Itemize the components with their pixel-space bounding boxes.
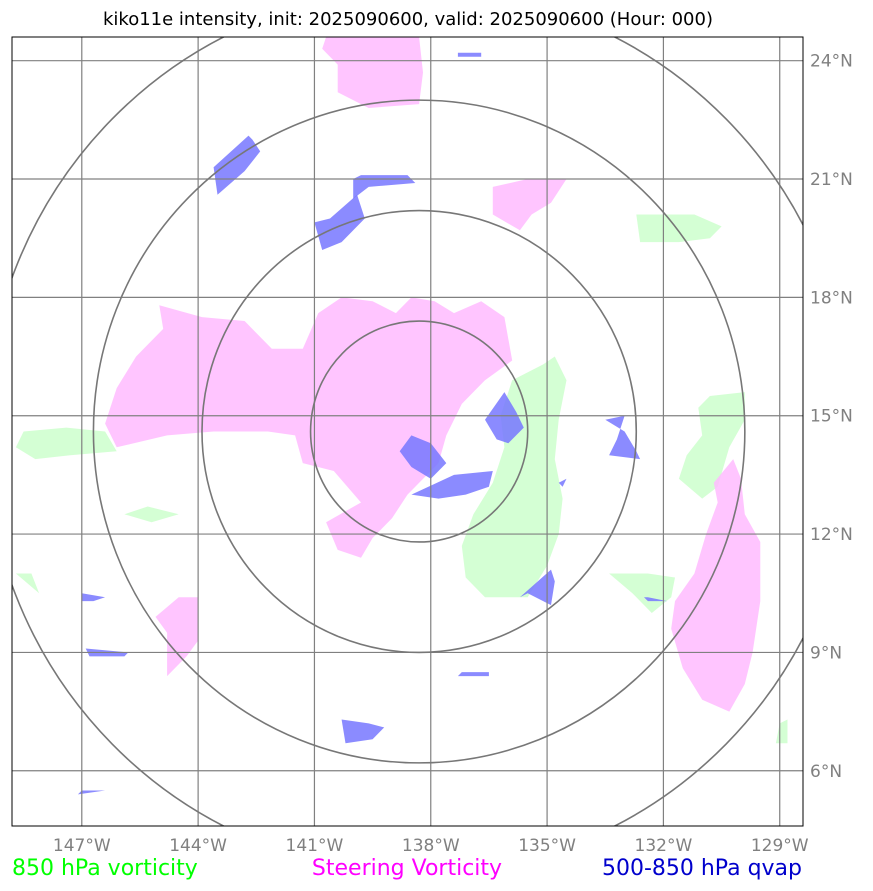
y-tick-label: 18°N <box>810 288 853 308</box>
layer-2-area-2 <box>353 175 416 199</box>
layer-0-area-1 <box>636 214 722 243</box>
layer-1-area-1 <box>322 37 423 108</box>
y-tick-label: 9°N <box>810 643 842 663</box>
layer-2-area-4 <box>485 392 524 444</box>
layer-1-area-0 <box>105 297 513 558</box>
layer-2-area-14 <box>457 52 482 57</box>
chart-title: kiko11e intensity, init: 2025090600, val… <box>103 9 713 30</box>
x-tick-label: 138°W <box>402 836 460 856</box>
y-tick-labels: 6°N 9°N 12°N 15°N 18°N 21°N 24°N <box>810 52 853 782</box>
layer-2-area-6 <box>605 415 641 460</box>
layer-0-area-3 <box>15 427 117 460</box>
layer-2-area-7 <box>519 569 555 606</box>
x-tick-label: 132°W <box>635 836 693 856</box>
layer-0-area-2 <box>678 392 745 499</box>
range-ring-3 <box>92 99 746 764</box>
x-tick-label: 135°W <box>518 836 576 856</box>
layer-1-area-4 <box>155 597 199 677</box>
legend-qvap: 500-850 hPa qvap <box>602 856 802 881</box>
field-layers <box>15 37 788 795</box>
layer-0 <box>15 214 788 744</box>
layer-0-area-5 <box>124 506 179 523</box>
x-tick-label: 144°W <box>169 836 227 856</box>
layer-2-area-8 <box>81 593 106 602</box>
y-tick-label: 21°N <box>810 170 853 190</box>
layer-2-area-1 <box>213 135 261 195</box>
range-rings <box>12 37 803 826</box>
layer-1 <box>105 37 761 712</box>
layer-0-area-0 <box>461 356 567 598</box>
layer-2-area-15 <box>558 478 567 487</box>
layer-0-area-6 <box>15 573 40 594</box>
y-tick-label: 24°N <box>810 52 853 72</box>
layer-2-area-0 <box>399 435 447 479</box>
layer-2-area-12 <box>341 719 385 744</box>
range-ring-2 <box>201 209 638 654</box>
range-ring-1 <box>309 320 529 543</box>
layer-1-area-3 <box>671 459 761 712</box>
y-tick-label: 15°N <box>810 407 853 427</box>
legend-850-vorticity: 850 hPa vorticity <box>12 856 198 881</box>
x-tick-label: 141°W <box>286 836 344 856</box>
layer-1-area-2 <box>492 179 567 231</box>
layer-0-area-7 <box>775 719 788 744</box>
x-tick-label: 129°W <box>751 836 809 856</box>
layer-2-area-3 <box>314 194 365 250</box>
layer-0-area-4 <box>609 573 675 613</box>
layer-2-area-5 <box>411 471 493 499</box>
y-tick-label: 12°N <box>810 525 853 545</box>
plot-frame <box>11 36 804 827</box>
layer-2-area-11 <box>457 672 489 677</box>
legend-steering-vorticity: Steering Vorticity <box>312 856 502 881</box>
y-tick-label: 6°N <box>810 762 842 782</box>
layer-2-area-10 <box>644 597 668 602</box>
x-tick-labels: 147°W 144°W 141°W 138°W 135°W 132°W 129°W <box>53 836 809 856</box>
layer-2-area-13 <box>77 790 106 795</box>
x-tick-label: 147°W <box>53 836 111 856</box>
